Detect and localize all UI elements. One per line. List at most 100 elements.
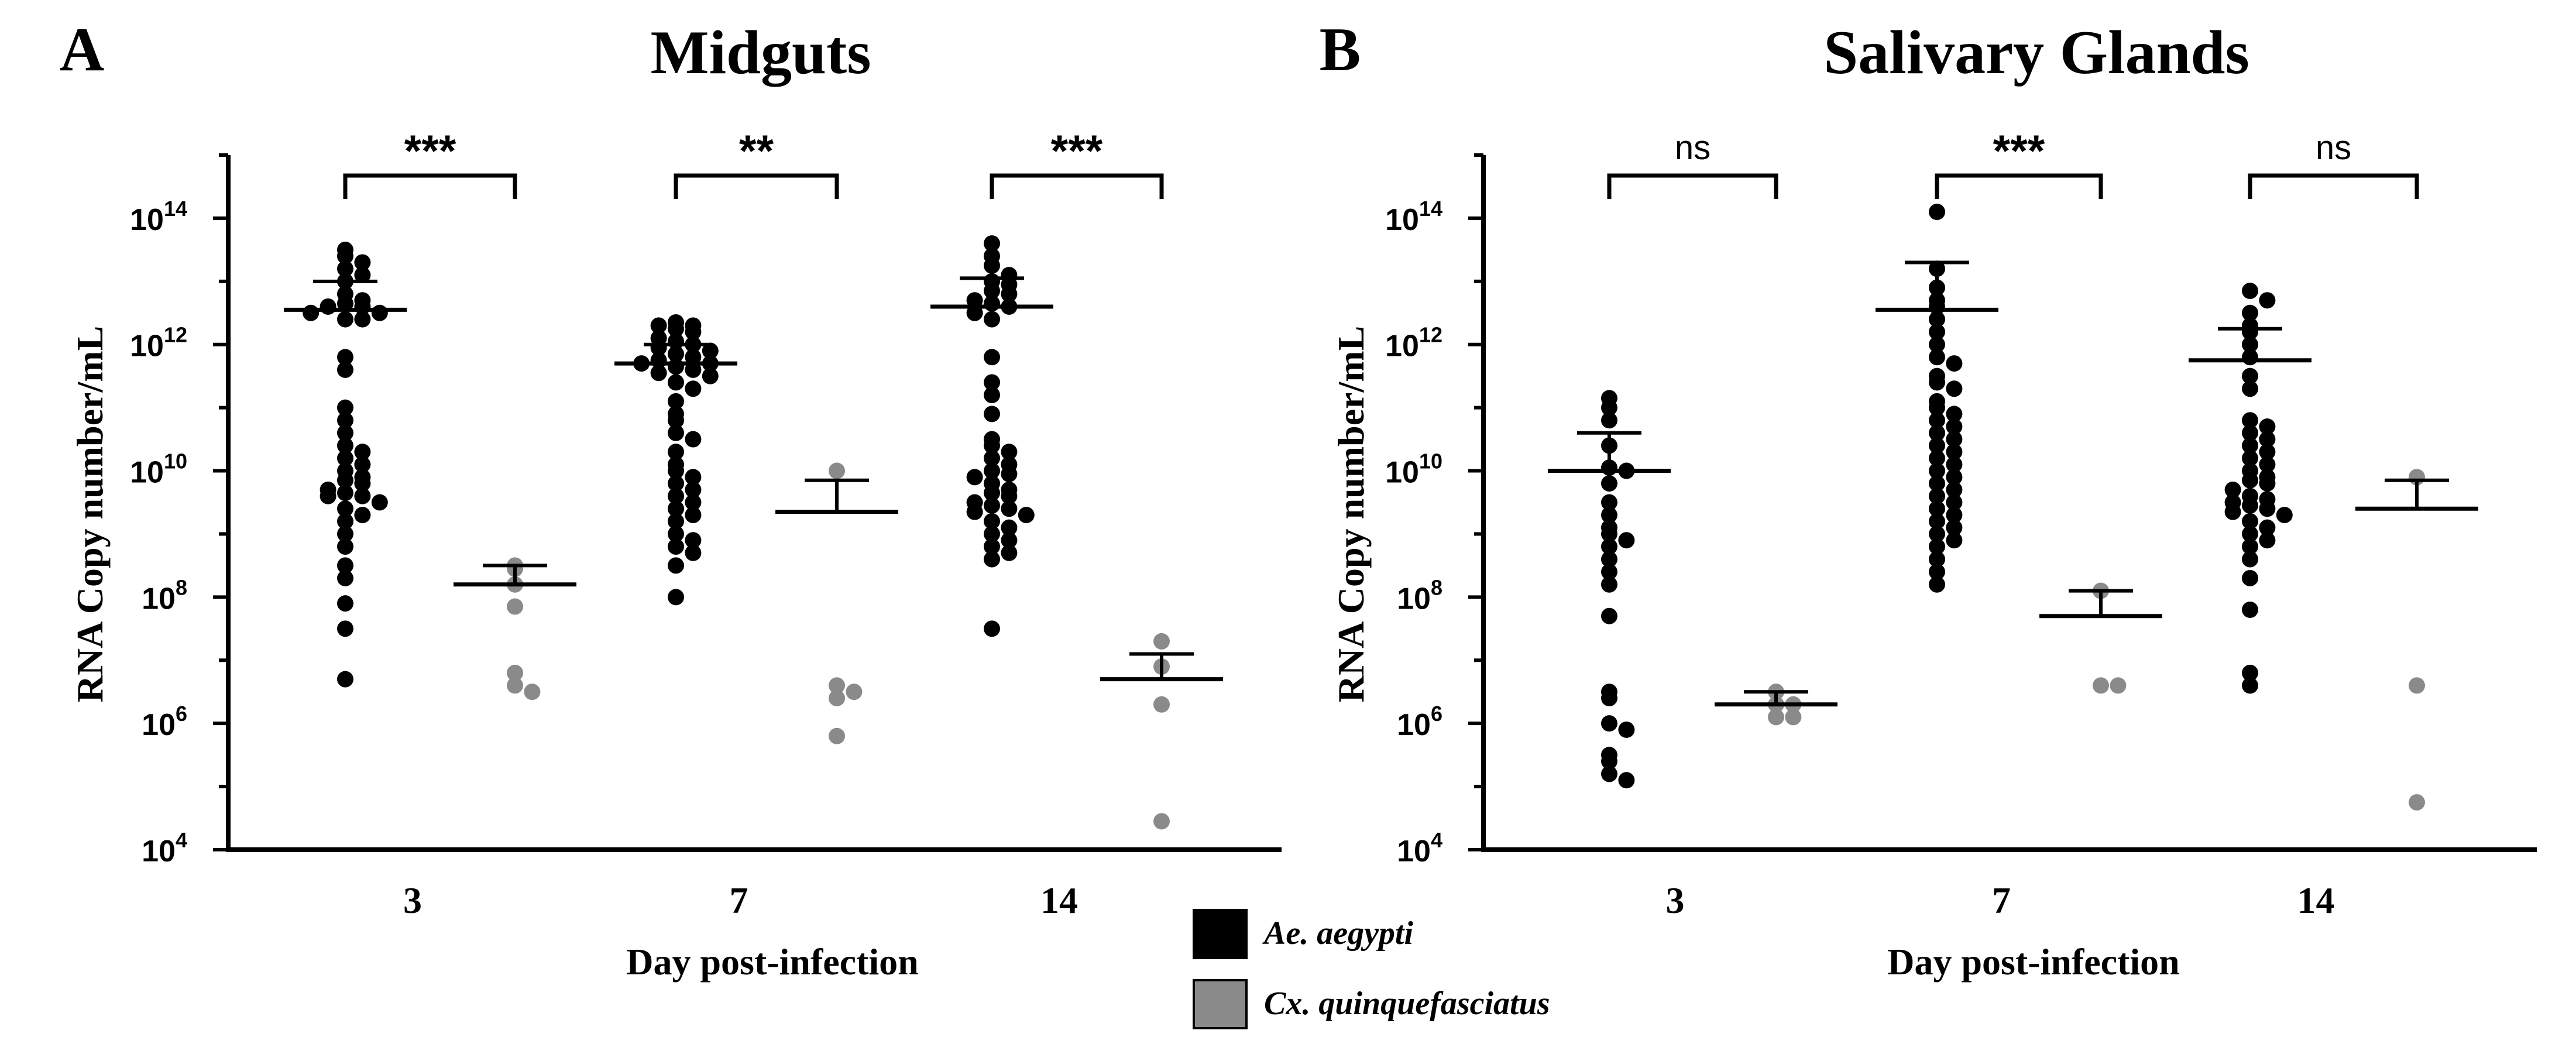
data-point: [2242, 526, 2258, 542]
data-point: [984, 526, 1000, 542]
data-point: [984, 538, 1000, 555]
data-point: [1946, 481, 1963, 498]
data-point: [337, 248, 353, 265]
data-point: [1153, 813, 1170, 830]
data-point: [1929, 437, 1945, 454]
data-point: [2242, 424, 2258, 441]
data-point: [1018, 507, 1035, 524]
y-tick-label: 1010: [130, 449, 187, 490]
x-tick-label: 7: [1992, 880, 2011, 921]
x-tick-label: 14: [2297, 880, 2335, 921]
x-tick-label: 7: [730, 880, 748, 921]
data-point: [354, 507, 371, 524]
data-point: [966, 292, 983, 309]
data-point: [1946, 532, 1963, 549]
data-point: [668, 487, 684, 504]
data-point: [966, 304, 983, 321]
data-point: [2224, 481, 2241, 498]
data-point: [1946, 406, 1963, 423]
data-point: [984, 437, 1000, 454]
data-point: [1946, 444, 1963, 461]
data-point: [2242, 283, 2258, 300]
data-point: [1946, 494, 1963, 511]
data-point: [685, 469, 702, 486]
data-point: [337, 569, 353, 586]
chart-title: Salivary Glands: [1823, 18, 2249, 87]
data-point: [1618, 721, 1635, 738]
data-point: [1601, 507, 1617, 524]
data-point: [829, 677, 845, 694]
data-point: [1001, 444, 1018, 461]
y-tick-label: 104: [1397, 828, 1442, 868]
panel-b: B Salivary Glands 104 106 108 1010 1012 1014 RNA…: [1320, 15, 2537, 983]
data-point: [354, 475, 371, 492]
chart-title: Midguts: [651, 18, 871, 87]
data-point: [685, 532, 702, 549]
data-point: [984, 311, 1000, 328]
legend-label: Ae. aegypti: [1262, 915, 1413, 952]
data-point: [337, 424, 353, 441]
data-point: [2276, 507, 2293, 524]
data-point: [685, 544, 702, 561]
data-point: [354, 311, 371, 328]
data-point: [685, 361, 702, 378]
data-point: [1946, 431, 1963, 448]
data-point: [354, 456, 371, 473]
data-point: [1929, 500, 1945, 517]
data-point: [2242, 304, 2258, 321]
data-point: [337, 526, 353, 542]
y-tick-label: 108: [1397, 575, 1442, 616]
data-point: [1929, 475, 1945, 492]
data-point: [668, 444, 684, 461]
data-point: [2242, 601, 2258, 618]
y-tick-label: 1014: [1385, 197, 1442, 237]
data-point: [1001, 544, 1018, 561]
data-point: [2242, 569, 2258, 586]
data-point: [1929, 412, 1945, 429]
data-point: [2242, 513, 2258, 530]
significance-bracket: [343, 173, 517, 199]
panel-a: A Midguts 104 106 108 1010 1012 1014 RNA Copy nu…: [60, 15, 1282, 983]
data-point: [1929, 487, 1945, 504]
x-axis-label: Day post-infection: [626, 941, 919, 983]
data-point: [966, 469, 983, 486]
data-point: [668, 526, 684, 542]
y-tick-label: 106: [1397, 702, 1442, 742]
data-point: [685, 481, 702, 498]
data-point: [337, 361, 353, 378]
data-point: [668, 320, 684, 337]
x-axis-label: Day post-infection: [1887, 941, 2180, 983]
data-point: [685, 380, 702, 397]
data-point: [524, 684, 541, 700]
y-tick-label: 1014: [130, 197, 187, 237]
data-point: [984, 485, 1000, 502]
data-point: [984, 449, 1000, 466]
data-point: [337, 595, 353, 612]
data-point: [507, 677, 523, 694]
data-point: [1153, 696, 1170, 713]
significance-label: ***: [1051, 126, 1103, 176]
data-point: [337, 557, 353, 574]
data-point: [320, 298, 336, 315]
data-point: [1946, 456, 1963, 473]
data-point: [337, 513, 353, 530]
data-point: [1001, 286, 1018, 303]
data-point: [337, 671, 353, 688]
data-point: [320, 487, 336, 504]
data-point: [1929, 526, 1945, 542]
y-tick-label: 104: [142, 828, 187, 868]
data-point: [668, 412, 684, 429]
data-point: [1601, 715, 1617, 732]
data-point: [507, 598, 523, 615]
data-point: [984, 349, 1000, 366]
significance-bracket: [2248, 173, 2419, 199]
data-point: [668, 538, 684, 555]
data-point: [685, 349, 702, 366]
data-point: [1946, 519, 1963, 536]
data-point: [371, 494, 388, 511]
legend-label: Cx. quinquefasciatus: [1264, 985, 1550, 1022]
data-point: [1929, 204, 1945, 221]
data-point: [668, 589, 684, 606]
data-point: [2242, 472, 2258, 489]
data-point: [984, 497, 1000, 514]
